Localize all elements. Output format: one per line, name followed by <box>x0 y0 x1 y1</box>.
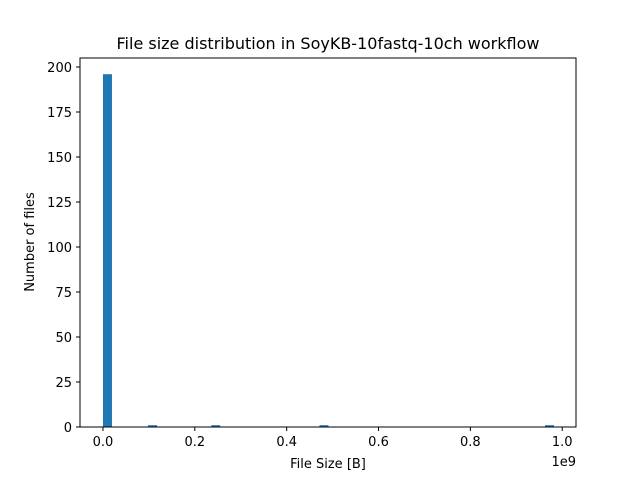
x-axis-ticks: 0.0 0.2 0.4 0.6 0.8 1.0 <box>93 427 573 450</box>
histogram-bar-0 <box>102 74 112 427</box>
x-tick-label: 1.0 <box>552 435 573 450</box>
y-tick-label: 200 <box>47 61 72 76</box>
y-tick-label: 100 <box>47 241 72 256</box>
y-axis-ticks: 0 25 50 75 100 125 150 175 200 <box>47 61 80 436</box>
x-axis-label: File Size [B] <box>290 457 366 472</box>
y-tick-label: 75 <box>55 286 72 301</box>
chart-title: File size distribution in SoyKB-10fastq-… <box>117 34 540 53</box>
x-tick-label: 0.4 <box>276 435 297 450</box>
y-tick-label: 150 <box>47 151 72 166</box>
x-tick-label: 0.8 <box>460 435 481 450</box>
histogram-bar-4 <box>545 425 554 427</box>
plot-frame <box>79 57 577 428</box>
y-tick-label: 175 <box>47 106 72 121</box>
histogram-bar-2 <box>211 425 221 427</box>
x-tick-label: 0.0 <box>93 435 114 450</box>
x-tick-label: 0.6 <box>368 435 389 450</box>
x-axis-offset-text: 1e9 <box>551 455 576 470</box>
y-tick-label: 25 <box>55 376 72 391</box>
y-tick-label: 50 <box>55 331 72 346</box>
y-axis-label: Number of files <box>23 192 38 292</box>
y-tick-label: 0 <box>64 421 72 436</box>
histogram-bar-3 <box>319 425 329 427</box>
x-tick-label: 0.2 <box>184 435 205 450</box>
bars-group <box>102 74 554 427</box>
histogram-bar-1 <box>148 425 158 427</box>
y-tick-label: 125 <box>47 196 72 211</box>
